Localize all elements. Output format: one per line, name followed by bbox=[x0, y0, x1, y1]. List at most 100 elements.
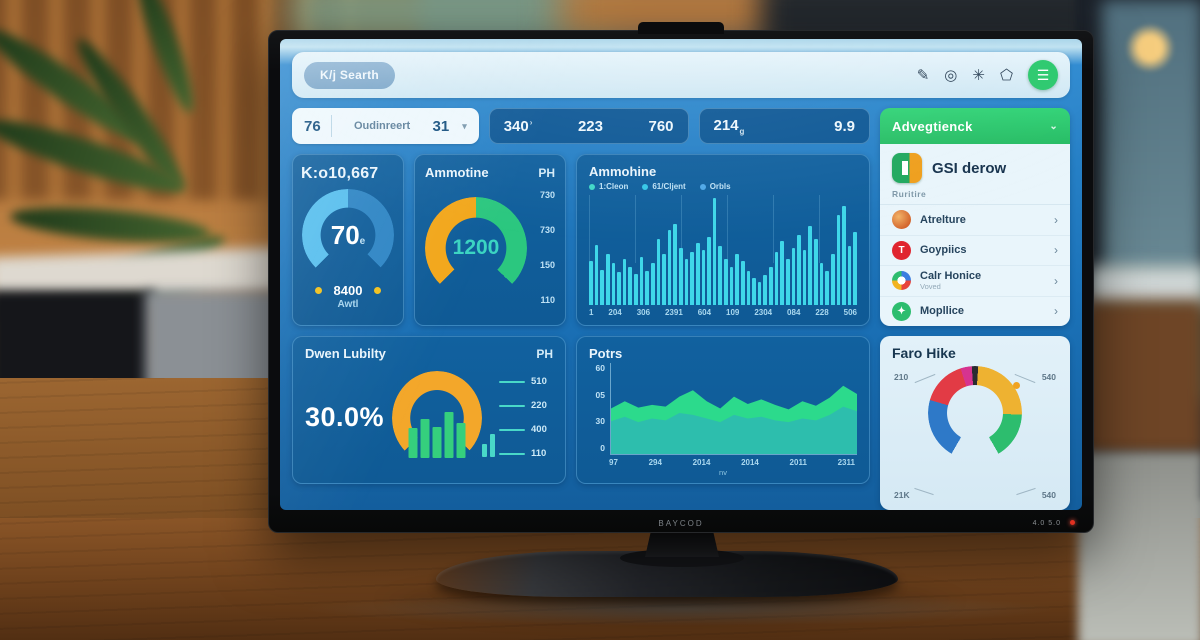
x-tick: 506 bbox=[843, 308, 857, 317]
x-tick: 2304 bbox=[754, 308, 773, 317]
shield-icon[interactable]: ⬠ bbox=[999, 66, 1013, 84]
dwen-arc-chart bbox=[392, 370, 482, 465]
bar bbox=[746, 270, 751, 305]
bar bbox=[489, 433, 495, 457]
sidebar-items: Atrelture › T Goypiics › Calr Honice Voved › ✦ Mo… bbox=[880, 205, 1070, 326]
light-glow bbox=[48, 320, 98, 346]
sparkle-icon[interactable]: ✳ bbox=[972, 66, 985, 84]
ammotine-axis: 730 730 150 110 bbox=[540, 190, 555, 306]
leader-line bbox=[914, 487, 934, 496]
legend-dot-icon bbox=[642, 183, 649, 190]
stat-value: 214g bbox=[713, 116, 745, 136]
window-sill bbox=[1090, 266, 1200, 308]
potrs-caption: nv bbox=[719, 468, 727, 477]
sidebar: Advegtienck ⌄ GSI derow Ruritire Atreltu… bbox=[880, 108, 1070, 510]
donut-label: 210 bbox=[894, 372, 909, 382]
bar bbox=[752, 277, 756, 305]
bar-chart bbox=[589, 195, 857, 305]
axis-line bbox=[499, 428, 525, 431]
sidebar-header[interactable]: Advegtienck ⌄ bbox=[880, 108, 1070, 144]
stat-pill-values[interactable]: 340› 223 760 bbox=[488, 108, 689, 144]
sidebar-header-label: Advegtienck bbox=[892, 118, 973, 134]
mini-bars bbox=[481, 427, 495, 457]
bar bbox=[735, 254, 739, 305]
gridlines bbox=[589, 195, 857, 264]
axis-tick: 150 bbox=[539, 260, 555, 271]
pen-icon[interactable]: ✎ bbox=[916, 66, 930, 84]
bar bbox=[791, 247, 796, 305]
bar bbox=[600, 269, 604, 305]
stat-pill-selector[interactable]: 76 Oudinreert 31 ▾ bbox=[292, 108, 479, 144]
stats-row: 76 Oudinreert 31 ▾ 340› 223 760 bbox=[292, 108, 871, 144]
chevron-down-icon[interactable]: ▾ bbox=[462, 120, 467, 131]
search-button[interactable]: K/j Searth bbox=[304, 61, 396, 89]
x-tick: 604 bbox=[697, 308, 712, 317]
sidebar-item-2[interactable]: T Goypiics › bbox=[880, 234, 1070, 266]
bar bbox=[432, 426, 442, 458]
card-title: K:o10,667 bbox=[301, 165, 379, 182]
gauge-value: 70e bbox=[330, 219, 366, 250]
bar bbox=[785, 258, 790, 305]
faro-donut-chart bbox=[928, 366, 1022, 460]
x-tick: 97 bbox=[609, 458, 618, 467]
card-title: Dwen Lubilty bbox=[305, 346, 386, 361]
donut-label: 21K bbox=[894, 490, 910, 500]
bar bbox=[634, 274, 638, 305]
chevron-right-icon[interactable]: › bbox=[1054, 273, 1058, 288]
menu-button[interactable]: ☰ bbox=[1028, 60, 1058, 90]
x-tick: 306 bbox=[636, 308, 651, 317]
bar bbox=[842, 206, 846, 305]
divider bbox=[330, 115, 332, 137]
legend-label: Orbls bbox=[709, 182, 731, 191]
bar bbox=[808, 225, 812, 305]
unit-label: PH bbox=[536, 347, 553, 361]
legend-item: 1:Cleon bbox=[589, 182, 628, 191]
bar bbox=[757, 281, 762, 305]
search-label: K/j Searth bbox=[320, 68, 380, 82]
x-tick: 2391 bbox=[664, 308, 683, 317]
arrow-icon: › bbox=[529, 117, 533, 127]
chevron-right-icon[interactable]: › bbox=[1054, 243, 1058, 258]
bar bbox=[690, 252, 694, 305]
yellow-dot-icon bbox=[314, 287, 322, 294]
donut-label: 540 bbox=[1041, 490, 1056, 500]
sidebar-item-text: Atrelture bbox=[920, 214, 966, 226]
orange-icon bbox=[892, 210, 911, 230]
stat-pill-values[interactable]: 214g 9.9 bbox=[698, 108, 871, 144]
kpi-footer-label: Awtl bbox=[337, 299, 359, 310]
floor-right bbox=[1078, 452, 1200, 640]
ammotine-card: Ammotine PH 1200 730 730 150 110 bbox=[414, 154, 566, 326]
card-title: Potrs bbox=[589, 346, 623, 361]
sidebar-item-1[interactable]: Atrelture › bbox=[880, 205, 1070, 235]
bar bbox=[679, 247, 683, 305]
bar bbox=[707, 236, 711, 305]
axis-tick: 110 bbox=[540, 295, 555, 306]
chevron-right-icon[interactable]: › bbox=[1054, 212, 1058, 227]
bar bbox=[763, 275, 767, 305]
donut-label: 540 bbox=[1041, 372, 1056, 382]
monitor: K/j Searth ✎ ◎ ✳ ⬠ ☰ bbox=[268, 22, 1094, 533]
bar bbox=[724, 258, 728, 305]
bar bbox=[481, 443, 487, 457]
app-row[interactable]: GSI derow bbox=[880, 144, 1070, 189]
stat-value: 223 bbox=[577, 117, 603, 135]
y-tick: 0 bbox=[600, 442, 605, 453]
bar bbox=[774, 252, 779, 305]
dwen-axis: 510 220 400 110 bbox=[481, 376, 553, 459]
gauge-value: 1200 bbox=[452, 235, 500, 259]
stat-value: 31 bbox=[432, 117, 450, 135]
stat-value: 76 bbox=[304, 117, 321, 135]
bar bbox=[589, 261, 593, 305]
chevron-right-icon[interactable]: › bbox=[1054, 304, 1058, 319]
sidebar-item-4[interactable]: ✦ Mopllice › bbox=[880, 295, 1070, 327]
sidebar-item-3[interactable]: Calr Honice Voved › bbox=[880, 265, 1070, 296]
camera-icon[interactable]: ◎ bbox=[944, 66, 958, 84]
axis-row: 220 bbox=[499, 400, 553, 411]
bar bbox=[797, 234, 801, 305]
ammohine-xaxis: 1 204 306 2391 604 109 2304 084 228 506 bbox=[589, 308, 857, 317]
sidebar-item-sublabel: Voved bbox=[920, 282, 941, 292]
bar bbox=[650, 263, 655, 305]
bokeh-light bbox=[1126, 24, 1174, 72]
chevron-down-icon[interactable]: ⌄ bbox=[1049, 120, 1058, 132]
